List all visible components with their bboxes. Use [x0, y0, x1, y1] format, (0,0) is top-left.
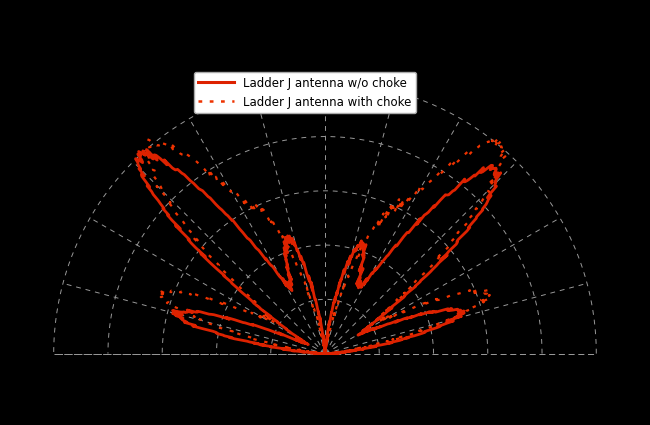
Legend: Ladder J antenna w/o choke, Ladder J antenna with choke: Ladder J antenna w/o choke, Ladder J ant… — [194, 72, 416, 113]
